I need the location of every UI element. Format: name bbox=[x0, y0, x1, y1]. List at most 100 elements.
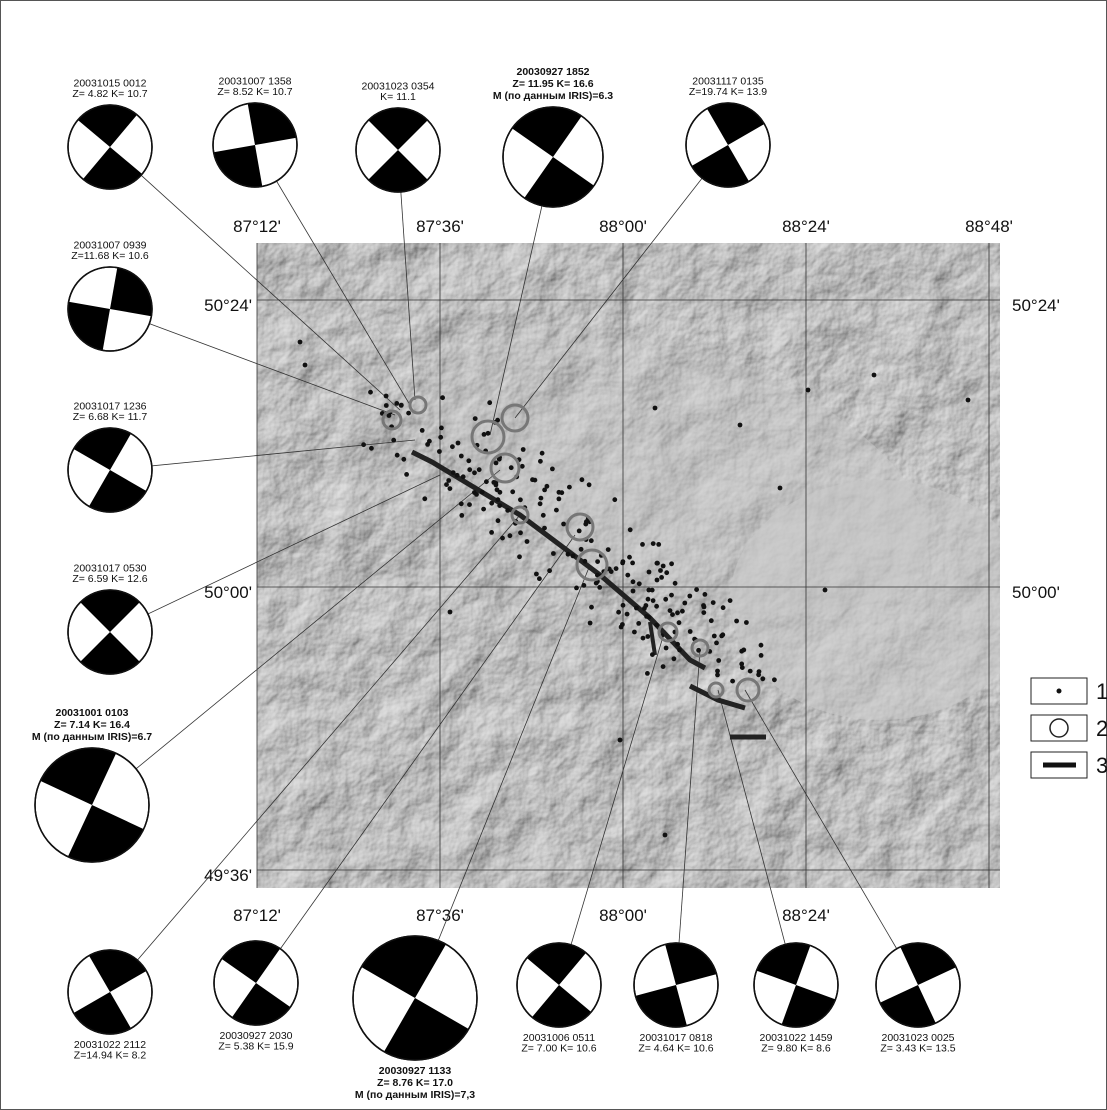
epicenter bbox=[625, 612, 630, 617]
epicenter bbox=[456, 441, 461, 446]
epicenter bbox=[505, 508, 510, 513]
epicenter bbox=[518, 530, 523, 535]
epicenter bbox=[541, 513, 546, 518]
grid-label: 88°48' bbox=[965, 217, 1013, 236]
epicenter bbox=[450, 444, 455, 449]
epicenter bbox=[557, 490, 562, 495]
epicenter bbox=[566, 552, 571, 557]
epicenter bbox=[748, 669, 753, 674]
epicenter bbox=[481, 507, 486, 512]
event-label: 20031001 0103 bbox=[56, 707, 129, 719]
grid-label: 50°24' bbox=[1012, 296, 1060, 315]
epicenter bbox=[574, 586, 579, 591]
epicenter bbox=[620, 561, 625, 566]
epicenter bbox=[872, 373, 877, 378]
epicenter bbox=[677, 620, 682, 625]
epicenter bbox=[583, 559, 588, 564]
epicenter bbox=[669, 561, 674, 566]
epicenter bbox=[484, 479, 489, 484]
epicenter bbox=[561, 522, 566, 527]
epicenter bbox=[545, 484, 550, 489]
epicenter bbox=[534, 572, 539, 577]
epicenter bbox=[571, 554, 576, 559]
epicenter bbox=[644, 614, 649, 619]
epicenter bbox=[703, 592, 708, 597]
epicenter bbox=[645, 671, 650, 676]
epicenter bbox=[739, 662, 744, 667]
legend: 123 bbox=[1031, 678, 1107, 778]
grid-label: 87°12' bbox=[233, 217, 281, 236]
epicenter bbox=[539, 496, 544, 501]
epicenter bbox=[473, 416, 478, 421]
epicenter bbox=[404, 472, 409, 477]
event-label: 20030927 1852 bbox=[517, 66, 590, 78]
epicenter bbox=[663, 597, 668, 602]
epicenter bbox=[621, 603, 626, 608]
event-label: Z= 4.64 K= 10.6 bbox=[638, 1043, 713, 1055]
epicenter bbox=[701, 610, 706, 615]
beachball-quadrant bbox=[214, 145, 263, 187]
event-label: Z=14.94 K= 8.2 bbox=[74, 1050, 147, 1062]
event-label: Z= 8.52 K= 10.7 bbox=[217, 86, 292, 98]
beachball-quadrant bbox=[248, 103, 297, 145]
event-label: Z= 7.14 K= 16.4 bbox=[54, 719, 130, 731]
epicenter bbox=[474, 492, 479, 497]
epicenter bbox=[734, 619, 739, 624]
epicenter bbox=[631, 579, 636, 584]
epicenter bbox=[487, 400, 492, 405]
epicenter bbox=[489, 530, 494, 535]
epicenter bbox=[661, 664, 666, 669]
epicenter bbox=[668, 608, 673, 613]
epicenter bbox=[655, 561, 660, 566]
epicenter bbox=[369, 446, 374, 451]
epicenter bbox=[498, 490, 503, 495]
epicenter bbox=[480, 490, 485, 495]
epicenter bbox=[728, 598, 733, 603]
epicenter bbox=[658, 568, 663, 573]
grid-label: 87°36' bbox=[416, 906, 464, 925]
epicenter bbox=[550, 467, 555, 472]
epicenter bbox=[577, 529, 582, 534]
epicenter bbox=[368, 390, 373, 395]
event-label: 20030927 1133 bbox=[379, 1065, 452, 1077]
epicenter bbox=[580, 477, 585, 482]
epicenter bbox=[966, 398, 971, 403]
epicenter bbox=[567, 485, 572, 490]
epicenter bbox=[644, 603, 649, 608]
epicenter bbox=[461, 474, 466, 479]
epicenter bbox=[637, 581, 642, 586]
event-label: M (по данным IRIS)=6.3 bbox=[493, 90, 613, 102]
grid-label: 50°24' bbox=[204, 296, 252, 315]
epicenter bbox=[823, 588, 828, 593]
legend-dot bbox=[1057, 689, 1062, 694]
grid-label: 88°00' bbox=[599, 906, 647, 925]
beachball-quadrant bbox=[68, 302, 110, 351]
epicenter bbox=[451, 470, 456, 475]
epicenter bbox=[680, 609, 685, 614]
epicenter bbox=[459, 501, 464, 506]
epicenter bbox=[715, 673, 720, 678]
event-label: M (по данным IRIS)=7,3 bbox=[355, 1089, 475, 1101]
epicenter bbox=[448, 486, 453, 491]
epicenter bbox=[757, 669, 762, 674]
epicenter bbox=[444, 482, 449, 487]
epicenter bbox=[542, 526, 547, 531]
epicenter bbox=[438, 435, 443, 440]
beachball-quadrant bbox=[110, 268, 152, 317]
grid-label: 50°00' bbox=[1012, 583, 1060, 602]
epicenter bbox=[510, 489, 515, 494]
epicenter bbox=[420, 428, 425, 433]
event-label: Z= 11.95 K= 16.6 bbox=[512, 78, 593, 90]
epicenter bbox=[711, 600, 716, 605]
epicenter bbox=[647, 570, 652, 575]
epicenter bbox=[455, 473, 460, 478]
epicenter bbox=[425, 442, 430, 447]
epicenter bbox=[654, 623, 659, 628]
epicenter bbox=[538, 459, 543, 464]
epicenter bbox=[612, 497, 617, 502]
event-label: Z=19.74 K= 13.9 bbox=[689, 86, 767, 98]
epicenter bbox=[496, 518, 501, 523]
epicenter bbox=[625, 573, 630, 578]
epicenter bbox=[540, 451, 545, 456]
epicenter bbox=[650, 588, 655, 593]
